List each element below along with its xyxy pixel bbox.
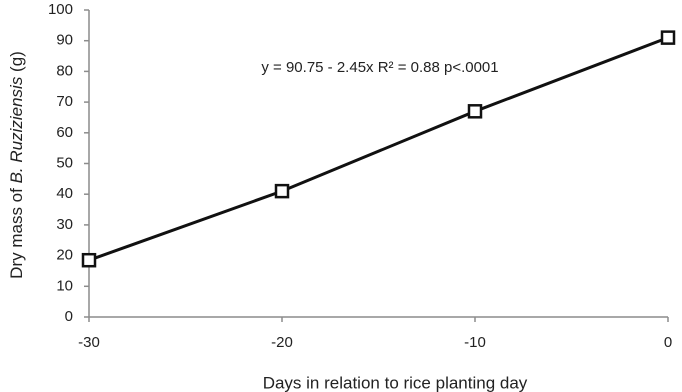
- y-tick-label: 60: [56, 124, 73, 141]
- data-line: [88, 36, 669, 262]
- y-tick-label: 30: [56, 216, 73, 233]
- x-tick-label: 0: [664, 334, 672, 351]
- y-tick-label: 40: [56, 185, 73, 202]
- x-tick-label: -20: [271, 334, 293, 351]
- y-tick-label: 10: [56, 277, 73, 294]
- x-tick-label: -30: [78, 334, 100, 351]
- data-point: [81, 252, 97, 268]
- y-tick-label: 20: [56, 247, 73, 264]
- y-tick-label: 100: [48, 1, 73, 18]
- data-point: [274, 183, 290, 199]
- y-axis-title: Dry mass of B. Ruziziensis (g): [7, 51, 26, 279]
- y-tick-label: 80: [56, 62, 73, 79]
- y-tick-label: 50: [56, 154, 73, 171]
- y-tick-label: 70: [56, 93, 73, 110]
- y-tick-label: 0: [65, 308, 73, 325]
- annotation: y = 90.75 - 2.45x R² = 0.88 p<.0001: [261, 59, 498, 76]
- data-point: [467, 104, 483, 119]
- x-tick-label: -10: [464, 334, 486, 351]
- data-point: [660, 30, 676, 45]
- y-tick-label: 90: [56, 32, 73, 49]
- y-axis-title-part: B. Ruziziensis: [7, 76, 26, 183]
- x-axis-title: Days in relation to rice planting day: [263, 373, 528, 392]
- y-axis-title-part: (g): [7, 51, 26, 77]
- y-axis-title-part: Dry mass of: [7, 183, 26, 278]
